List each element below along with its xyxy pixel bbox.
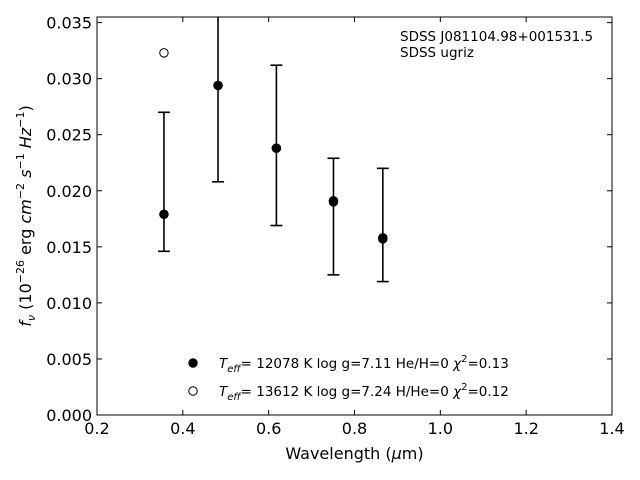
model-point-open — [159, 48, 169, 58]
x-tick-label: 0.2 — [84, 419, 109, 438]
y-tick-label: 0.015 — [46, 238, 92, 257]
x-tick-label: 0.4 — [170, 419, 195, 438]
y-tick-label: 0.000 — [46, 406, 92, 425]
legend-marker-open — [188, 386, 198, 396]
x-tick-label: 0.8 — [342, 419, 367, 438]
filter-set-annotation: SDSS ugriz — [400, 45, 474, 61]
axis-tick-labels: 0.2 0.4 0.6 0.8 1.0 1.2 1.4 0.000 0.005 0.010 0.01… — [46, 14, 625, 438]
x-tick-label: 1.0 — [428, 419, 453, 438]
y-axis-label: fν (10−26 erg cm−2 s−1 Hz−1) — [14, 105, 38, 326]
y-tick-label: 0.010 — [46, 294, 92, 313]
x-tick-label: 1.2 — [513, 419, 538, 438]
y-tick-label: 0.035 — [46, 14, 92, 33]
object-name-annotation: SDSS J081104.98+001531.5 — [400, 29, 593, 45]
x-axis-label: Wavelength (μm) — [285, 444, 423, 463]
model-point-filled — [159, 209, 169, 220]
model-point-open — [378, 233, 388, 243]
x-tick-label: 1.4 — [599, 419, 624, 438]
y-tick-label: 0.025 — [46, 126, 92, 145]
y-tick-label: 0.005 — [46, 350, 92, 369]
y-tick-label: 0.020 — [46, 182, 92, 201]
x-tick-label: 0.6 — [256, 419, 281, 438]
legend: Teff= 12078 K log g=7.11 He/H=0 χ2=0.13 … — [188, 354, 509, 403]
legend-label-h-fit: Teff= 13612 K log g=7.24 H/He=0 χ2=0.12 — [219, 382, 509, 403]
model-point-open — [213, 80, 223, 91]
model-point-open — [328, 196, 339, 206]
legend-entry-he-fit: Teff= 12078 K log g=7.11 He/H=0 χ2=0.13 — [188, 354, 509, 375]
model-point-open — [271, 143, 282, 153]
legend-entry-h-fit: Teff= 13612 K log g=7.24 H/He=0 χ2=0.12 — [188, 382, 509, 403]
plot-frame — [96, 16, 613, 416]
y-tick-label: 0.030 — [46, 70, 92, 89]
legend-label-he-fit: Teff= 12078 K log g=7.11 He/H=0 χ2=0.13 — [219, 354, 509, 375]
legend-marker-filled — [188, 358, 198, 368]
data-points — [159, 48, 388, 244]
